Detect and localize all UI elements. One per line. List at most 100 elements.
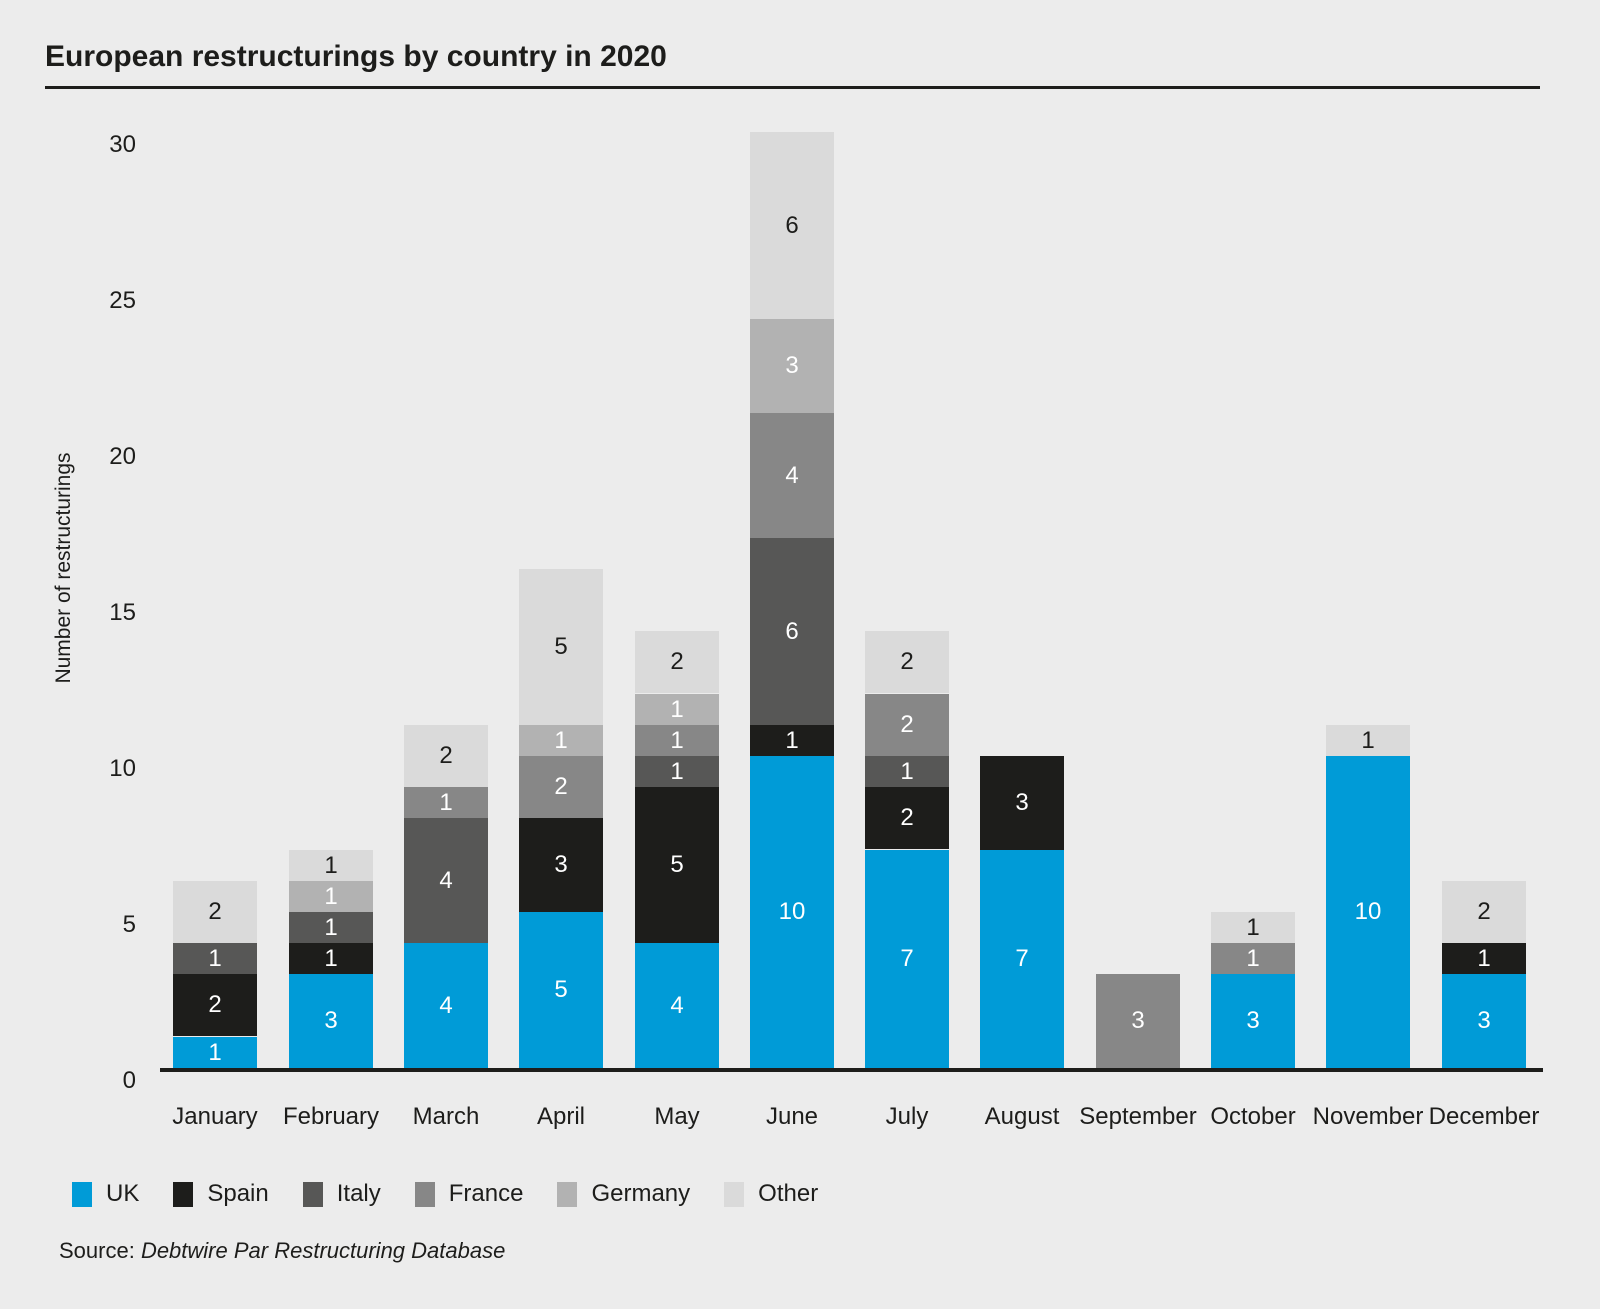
- segment-value-label: 3: [1246, 1007, 1260, 1034]
- bar-segment-uk: 10: [1326, 756, 1410, 1068]
- legend-swatch-spain: [173, 1181, 194, 1207]
- legend-label: France: [448, 1180, 524, 1207]
- legend-item-other: Other: [724, 1180, 818, 1208]
- segment-value-label: 3: [785, 352, 799, 379]
- segment-value-label: 1: [670, 757, 684, 785]
- source-database: Debtwire Par Restructuring Database: [140, 1238, 506, 1263]
- bar-segment-uk: 5: [519, 912, 603, 1068]
- segment-value-label: 5: [554, 633, 568, 660]
- segment-value-label: 2: [900, 804, 914, 831]
- y-axis-tick-label: 10: [109, 755, 136, 782]
- bar-segment-uk: 10: [750, 756, 834, 1068]
- segment-value-label: 1: [208, 944, 222, 972]
- x-axis-label-august: August: [984, 1103, 1060, 1130]
- bar-segment-other: 5: [519, 569, 603, 725]
- segment-value-label: 3: [554, 851, 568, 878]
- chart-legend: UK Spain Italy France Germany Other: [72, 1180, 818, 1208]
- bar-segment-germany: 3: [750, 319, 834, 413]
- segment-value-label: 1: [324, 882, 338, 910]
- legend-item-italy: Italy: [302, 1180, 381, 1208]
- segment-value-label: 2: [439, 742, 453, 769]
- segment-value-label: 10: [1354, 898, 1382, 925]
- bar-segment-germany: 1: [519, 725, 603, 756]
- source-note: Source: Debtwire Par Restructuring Datab…: [59, 1238, 505, 1264]
- segment-value-label: 2: [1477, 898, 1491, 925]
- x-axis-line: [160, 1068, 1543, 1072]
- segment-value-label: 1: [554, 726, 568, 754]
- legend-swatch-other: [724, 1181, 745, 1207]
- segment-value-label: 2: [900, 711, 914, 738]
- legend-item-uk: UK: [72, 1180, 139, 1208]
- segment-value-label: 3: [1015, 789, 1029, 816]
- bar-segment-france: 1: [404, 787, 488, 818]
- segment-value-label: 3: [324, 1007, 338, 1034]
- segment-value-label: 1: [208, 1038, 222, 1066]
- bar-segment-france: 2: [519, 756, 603, 818]
- title-divider: [45, 86, 1540, 89]
- bar-segment-other: 2: [404, 725, 488, 787]
- x-axis-label-march: March: [412, 1103, 480, 1130]
- segment-value-label: 5: [554, 976, 568, 1003]
- source-label: Source:: [59, 1238, 141, 1263]
- segment-value-label: 1: [1246, 913, 1260, 941]
- x-axis-label-january: January: [172, 1103, 258, 1130]
- bar-segment-germany: 1: [635, 694, 719, 725]
- segment-value-label: 1: [1361, 726, 1375, 754]
- legend-swatch-uk: [72, 1181, 92, 1207]
- bar-segment-other: 2: [173, 881, 257, 943]
- bar-segment-uk: 7: [980, 850, 1064, 1068]
- segment-value-label: 1: [1246, 944, 1260, 972]
- x-axis-label-may: May: [654, 1103, 700, 1130]
- segment-value-label: 1: [324, 851, 338, 879]
- bar-segment-other: 1: [1326, 725, 1410, 756]
- bar-segment-other: 1: [1211, 912, 1295, 943]
- bar-segment-uk: 4: [635, 943, 719, 1068]
- segment-value-label: 1: [785, 726, 799, 754]
- segment-value-label: 4: [439, 991, 453, 1019]
- bar-segment-italy: 1: [865, 756, 949, 787]
- segment-value-label: 4: [785, 461, 799, 489]
- legend-label: Other: [758, 1180, 819, 1207]
- bar-segment-france: 4: [750, 413, 834, 538]
- bar-segment-spain: 2: [865, 787, 949, 849]
- bar-segment-spain: 1: [1442, 943, 1526, 974]
- x-axis-label-february: February: [282, 1103, 380, 1130]
- segment-value-label: 3: [1131, 1007, 1145, 1034]
- x-axis-label-december: December: [1428, 1103, 1540, 1130]
- segment-value-label: 7: [900, 945, 914, 972]
- segment-value-label: 1: [324, 944, 338, 972]
- legend-swatch-france: [414, 1181, 435, 1207]
- x-axis-label-june: June: [765, 1103, 819, 1130]
- x-axis-label-november: November: [1312, 1103, 1424, 1130]
- bar-segment-italy: 6: [750, 538, 834, 725]
- legend-label: Germany: [591, 1180, 691, 1207]
- bar-segment-italy: 1: [635, 756, 719, 787]
- bar-segment-other: 2: [865, 631, 949, 693]
- segment-value-label: 1: [439, 788, 453, 816]
- bar-segment-other: 2: [1442, 881, 1526, 943]
- segment-value-label: 4: [439, 866, 453, 894]
- x-axis-label-october: October: [1210, 1103, 1296, 1130]
- bar-segment-uk: 1: [173, 1037, 257, 1068]
- bar-segment-france: 1: [1211, 943, 1295, 974]
- y-axis-tick-label: 25: [109, 287, 136, 314]
- legend-label: UK: [106, 1180, 140, 1207]
- bar-segment-italy: 1: [173, 943, 257, 974]
- segment-value-label: 1: [670, 726, 684, 754]
- chart-title: European restructurings by country in 20…: [45, 40, 667, 73]
- y-axis-tick-label: 15: [109, 599, 136, 626]
- bar-segment-spain: 1: [289, 943, 373, 974]
- bar-segment-uk: 4: [404, 943, 488, 1068]
- bar-segment-spain: 3: [519, 818, 603, 912]
- legend-item-spain: Spain: [173, 1180, 269, 1208]
- bar-segment-other: 1: [289, 850, 373, 881]
- segment-value-label: 3: [1477, 1007, 1491, 1034]
- segment-value-label: 2: [554, 773, 568, 800]
- x-axis-label-april: April: [536, 1103, 585, 1130]
- bar-segment-france: 1: [635, 725, 719, 756]
- segment-value-label: 5: [670, 851, 684, 878]
- bar-segment-other: 6: [750, 132, 834, 319]
- bar-segment-france: 3: [1096, 974, 1180, 1068]
